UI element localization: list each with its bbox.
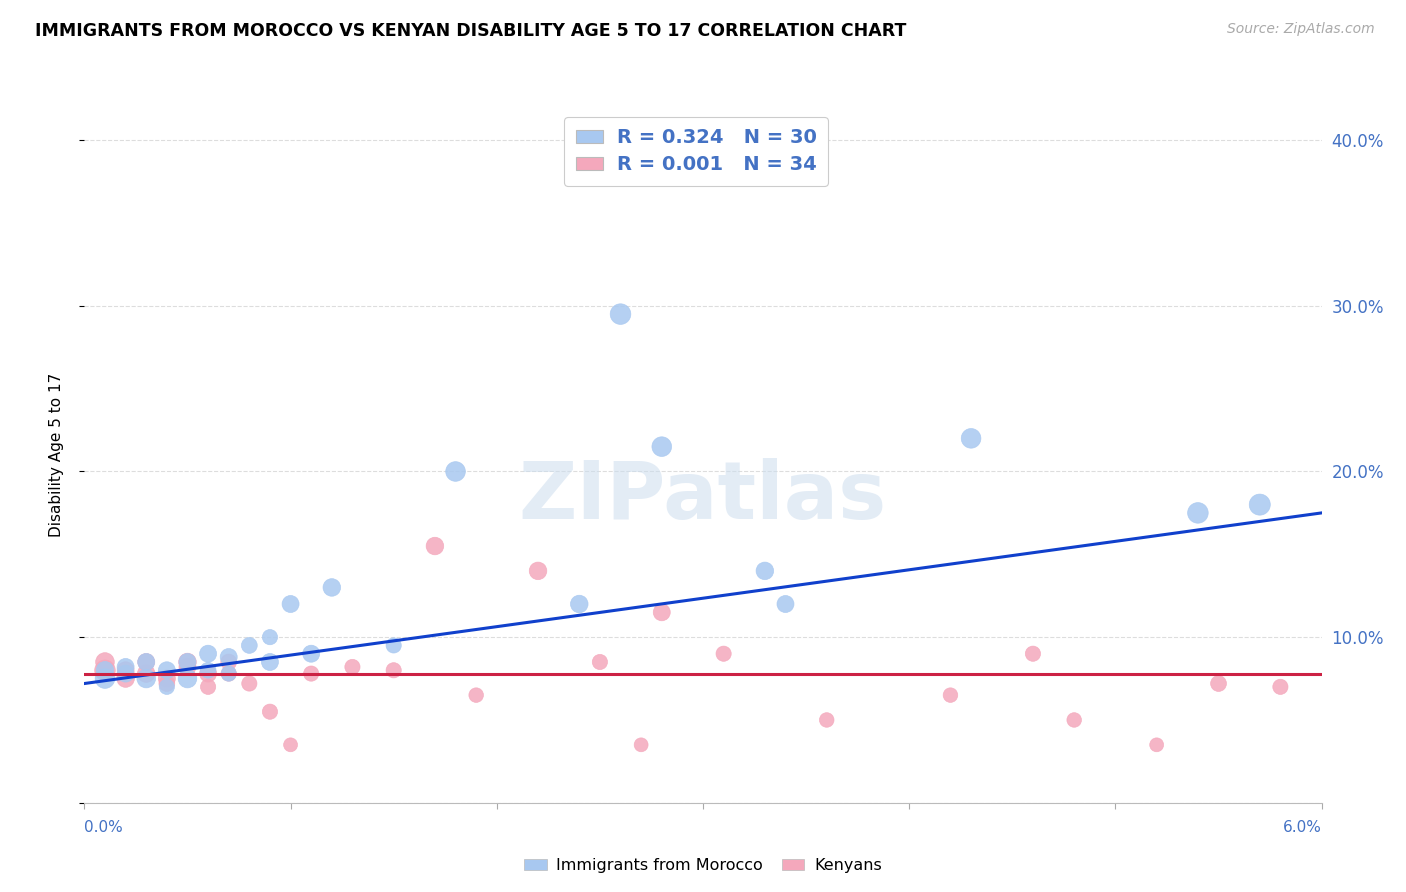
Point (114, 666, 136, 681)
Point (382, 639, 405, 653)
Point (775, 597, 797, 611)
Point (1146, 738, 1168, 752)
Point (156, 672, 179, 686)
Point (156, 676, 179, 690)
Point (176, 655, 198, 669)
Point (197, 680, 219, 694)
Point (299, 666, 322, 681)
Point (114, 660, 136, 674)
Point (197, 663, 219, 677)
Point (94, 672, 117, 686)
Point (815, 713, 838, 727)
Point (176, 655, 198, 669)
Point (1270, 680, 1292, 694)
Point (135, 655, 157, 669)
Point (135, 672, 157, 686)
Point (589, 655, 612, 669)
Legend: R = 0.324   N = 30, R = 0.001   N = 34: R = 0.324 N = 30, R = 0.001 N = 34 (564, 117, 828, 186)
Point (218, 666, 240, 681)
Point (280, 597, 302, 611)
Point (444, 465, 467, 479)
Point (465, 688, 488, 702)
Point (176, 660, 198, 674)
Point (960, 431, 983, 445)
Text: Source: ZipAtlas.com: Source: ZipAtlas.com (1227, 22, 1375, 37)
Point (218, 655, 240, 669)
Point (651, 440, 673, 454)
Point (939, 688, 962, 702)
Point (135, 666, 157, 681)
Point (197, 647, 219, 661)
Point (238, 676, 260, 690)
Text: 0.0%: 0.0% (84, 821, 124, 835)
Point (382, 663, 405, 677)
Point (1063, 713, 1085, 727)
Point (713, 647, 735, 661)
Point (94, 663, 117, 677)
Text: 6.0%: 6.0% (1282, 821, 1322, 835)
Point (94, 663, 117, 677)
Point (299, 647, 322, 661)
Point (259, 705, 281, 719)
Point (156, 680, 179, 694)
Point (238, 639, 260, 653)
Point (630, 738, 652, 752)
Point (94, 655, 117, 669)
Point (114, 663, 136, 677)
Point (423, 539, 446, 553)
Point (176, 672, 198, 686)
Point (197, 666, 219, 681)
Y-axis label: Disability Age 5 to 17: Disability Age 5 to 17 (49, 373, 63, 537)
Point (218, 650, 240, 665)
Point (259, 655, 281, 669)
Point (156, 663, 179, 677)
Point (321, 581, 343, 595)
Point (1187, 506, 1209, 520)
Text: ZIPatlas: ZIPatlas (519, 458, 887, 536)
Point (218, 666, 240, 681)
Point (527, 564, 550, 578)
Point (754, 564, 776, 578)
Point (280, 738, 302, 752)
Point (1022, 647, 1045, 661)
Legend: Immigrants from Morocco, Kenyans: Immigrants from Morocco, Kenyans (517, 852, 889, 880)
Text: IMMIGRANTS FROM MOROCCO VS KENYAN DISABILITY AGE 5 TO 17 CORRELATION CHART: IMMIGRANTS FROM MOROCCO VS KENYAN DISABI… (35, 22, 907, 40)
Point (1208, 676, 1230, 690)
Point (135, 655, 157, 669)
Point (609, 307, 631, 321)
Point (342, 660, 364, 674)
Point (651, 605, 673, 619)
Point (1249, 498, 1271, 512)
Point (259, 630, 281, 644)
Point (114, 672, 136, 686)
Point (568, 597, 591, 611)
